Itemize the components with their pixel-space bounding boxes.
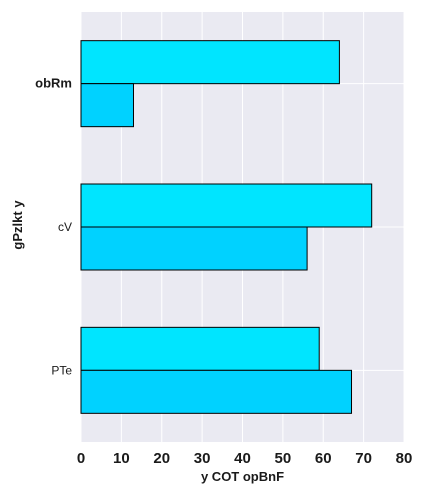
x-axis-label: y COT opBnF	[201, 469, 284, 484]
bar-series-1-cV	[80, 183, 373, 228]
x-tick-label: 30	[194, 450, 211, 467]
x-tick-label: 20	[153, 450, 170, 467]
bar-series-2-obRm	[80, 83, 134, 128]
x-tick-label: 0	[77, 450, 85, 467]
bars	[80, 40, 373, 414]
y-axis-ticks: obRm cV PTe	[35, 76, 72, 378]
y-tick-label: PTe	[51, 363, 72, 377]
bar-series-2-PTe	[80, 369, 353, 414]
bar-series-2-cV	[80, 226, 308, 271]
x-tick-label: 40	[234, 450, 251, 467]
y-axis-label: gPzlkt y	[10, 200, 25, 250]
bar-series-1-obRm	[80, 40, 340, 85]
x-tick-label: 10	[113, 450, 130, 467]
x-tick-label: 60	[315, 450, 332, 467]
x-tick-label: 70	[355, 450, 372, 467]
x-tick-label: 50	[275, 450, 292, 467]
bar-series-1-PTe	[80, 326, 320, 371]
y-tick-label: cV	[58, 220, 72, 234]
y-tick-label: obRm	[35, 76, 72, 91]
x-axis-ticks: 0 10 20 30 40 50 60 70 80	[77, 450, 413, 467]
x-tick-label: 80	[396, 450, 413, 467]
